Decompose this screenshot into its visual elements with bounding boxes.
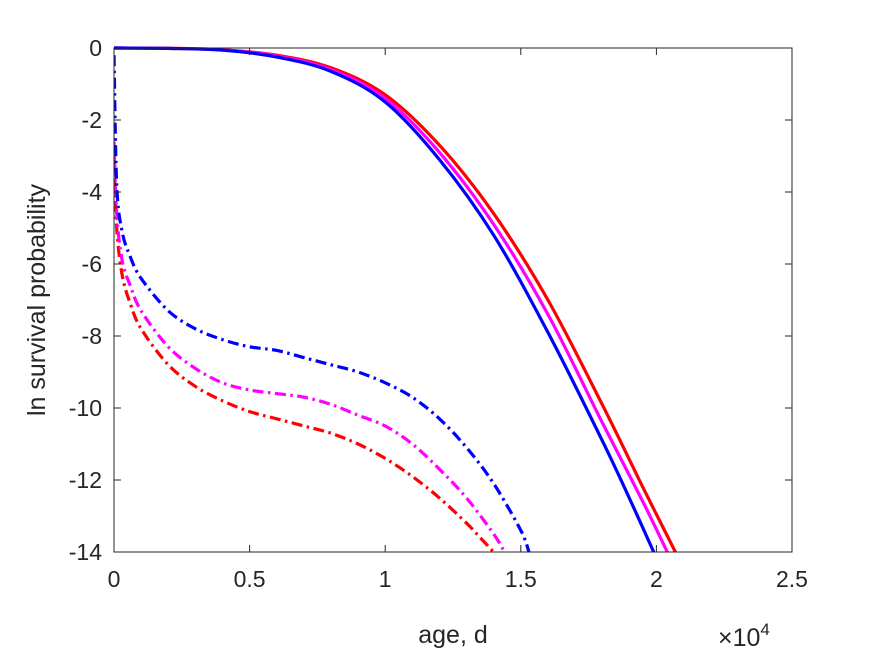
tick-layer: 0 0.5 1 1.5 2 2.5 0 -2 -4 -6 -8 -10 -12 -14	[69, 35, 808, 592]
series-layer	[114, 46, 677, 552]
plot-area	[114, 48, 792, 552]
x-exponent-label: ×104	[718, 620, 770, 652]
y-tick-label: -8	[82, 323, 102, 349]
x-tick-label: 2	[650, 566, 663, 592]
y-tick-label: 0	[89, 35, 102, 61]
y-tick-label: -2	[82, 107, 102, 133]
x-tick-label: 0	[108, 566, 121, 592]
series-line-4-dashdot	[114, 155, 495, 552]
x-exponent-power: 4	[760, 620, 769, 639]
x-tick-label: 0.5	[234, 566, 266, 592]
y-tick-label: -6	[82, 251, 102, 277]
y-tick-label: -14	[69, 539, 102, 565]
axes-box	[113, 47, 793, 553]
y-tick-label: -12	[69, 467, 102, 493]
x-tick-label: 1.5	[505, 566, 537, 592]
y-tick-label: -10	[69, 395, 102, 421]
series-line-3-solid	[114, 46, 656, 552]
series-line-5-dashdot	[114, 141, 506, 552]
x-tick-label: 2.5	[776, 566, 808, 592]
x-tick-label: 1	[379, 566, 392, 592]
x-exponent-base: ×10	[718, 624, 760, 652]
y-axis-title: ln survival probability	[23, 183, 51, 416]
x-axis-title: age, d	[418, 621, 488, 649]
y-tick-label: -4	[82, 179, 103, 205]
